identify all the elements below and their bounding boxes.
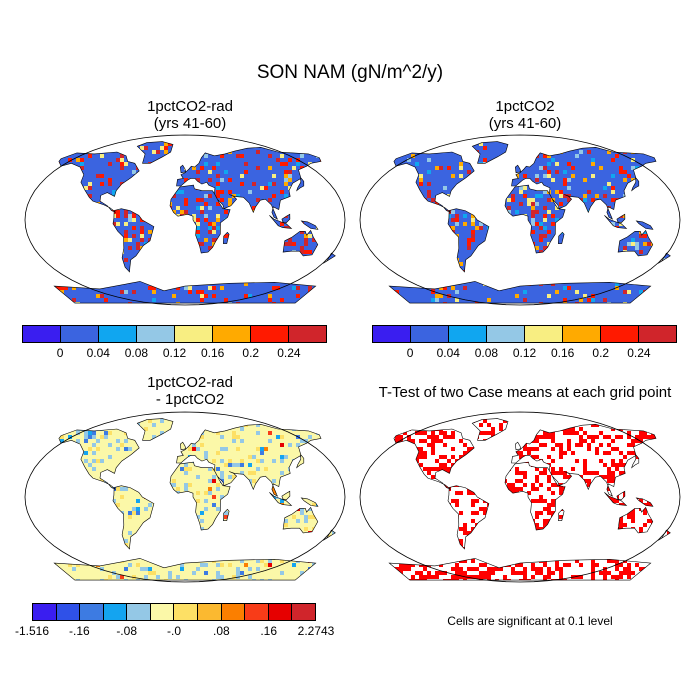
colorbar-tick-label: -.08 [116,624,137,638]
colorbar-tick-label: 0.04 [86,346,110,360]
colorbar-tick-label: -1.516 [14,624,50,638]
colorbar-tick-label: 2.2743 [297,624,335,638]
colorbar-bottom-left [32,603,316,621]
colorbar-tick-label: 0.16 [200,346,225,360]
colorbar-tick-label: -.0 [166,624,182,638]
colorbar-tick-label: .08 [212,624,230,638]
colorbar-top-right-labels: 0 0.04 0.08 0.12 0.16 0.2 0.24 [372,346,677,360]
figure-title: SON NAM (gN/m^2/y) [256,62,444,83]
colorbar-box [251,326,289,342]
map-border [359,134,681,306]
colorbar-tick-label: 0 [406,346,414,360]
colorbar-tick-label: 0.08 [474,346,499,360]
colorbar-box [99,326,137,342]
colorbar-box [487,326,525,342]
colorbar-tick-label: 0.2 [242,346,260,360]
colorbar-box [175,326,213,342]
colorbar-box [525,326,563,342]
colorbar-top-right [372,325,677,343]
panel-title-bottom-left: 1pctCO2-rad - 1pctCO2 [147,374,233,408]
colorbar-box [221,604,246,620]
colorbar-tick-label: .16 [260,624,277,638]
colorbar-box [56,604,81,620]
colorbar-tick-label: -.16 [68,624,90,638]
colorbar-box [137,326,175,342]
colorbar-box [213,326,251,342]
colorbar-box [80,604,104,620]
colorbar-box [289,326,326,342]
colorbar-bottom-left-labels: -1.516 -.16 -.08 -.0 .08 .16 2.2743 [15,624,334,638]
colorbar-tick-label: 0.12 [162,346,187,360]
colorbar-box [61,326,99,342]
colorbar-box [150,604,175,620]
colorbar-box [601,326,639,342]
panel-title-top-left: 1pctCO2-rad (yrs 41-60) [147,98,233,132]
colorbar-tick-label: 0.24 [277,346,301,360]
map-border [24,411,346,583]
colorbar-tick-label: 0 [56,346,64,360]
colorbar-box [373,326,411,342]
map-bottom-right [359,411,681,583]
coastlines [388,418,671,581]
coastlines [53,418,336,581]
map-border [24,134,346,306]
colorbar-box [563,326,601,342]
colorbar-tick-label: 0.08 [124,346,149,360]
map-top-right [359,134,681,306]
colorbar-top-left [22,325,327,343]
colorbar-box [639,326,676,342]
colorbar-tick-label: 0.12 [512,346,537,360]
map-top-left [24,134,346,306]
colorbar-tick-label: 0.2 [592,346,610,360]
map-border [359,411,681,583]
colorbar-box [174,604,199,620]
colorbar-box [33,604,57,620]
colorbar-tick-label: 0.16 [550,346,575,360]
colorbar-box [411,326,449,342]
colorbar-box [292,604,315,620]
colorbar-box [23,326,61,342]
colorbar-box [103,604,128,620]
panel-title-bottom-right: T-Test of two Case means at each grid po… [378,384,672,401]
colorbar-tick-label: 0.04 [436,346,460,360]
colorbar-box [127,604,151,620]
colorbar-box [245,604,269,620]
map-bottom-left [24,411,346,583]
colorbar-box [268,604,293,620]
colorbar-box [449,326,487,342]
significance-note: Cells are significant at 0.1 level [447,614,613,628]
colorbar-top-left-labels: 0 0.04 0.08 0.12 0.16 0.2 0.24 [22,346,327,360]
coastlines [388,141,671,304]
panel-title-top-right: 1pctCO2 (yrs 41-60) [488,98,562,132]
colorbar-box [198,604,222,620]
colorbar-tick-label: 0.24 [627,346,651,360]
coastlines [53,141,336,304]
